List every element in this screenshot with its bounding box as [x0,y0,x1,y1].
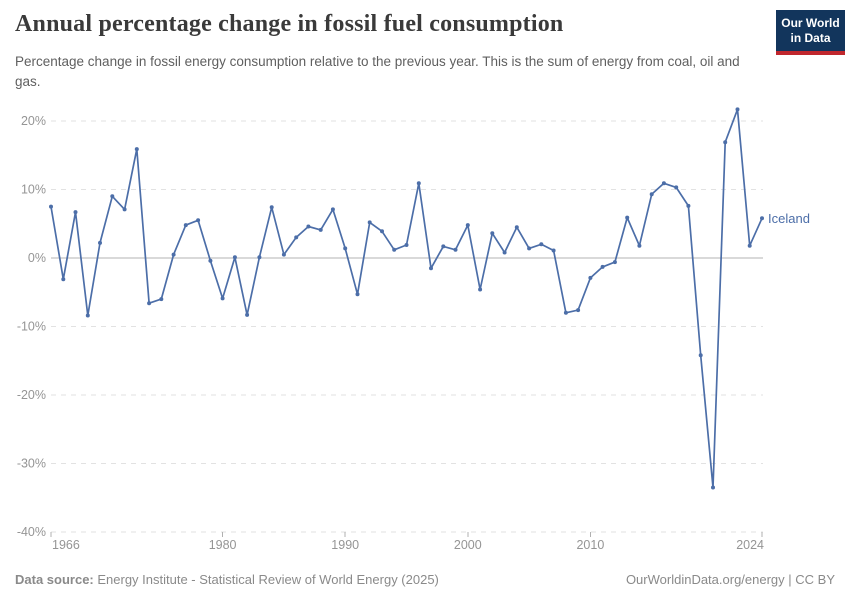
data-point-marker [343,246,348,251]
data-point-marker [465,223,470,228]
data-point-marker [208,258,213,263]
data-point-marker [453,247,458,252]
x-axis-tick-label: 2010 [576,538,604,552]
series-line-iceland [50,108,763,489]
data-source: Data source: Energy Institute - Statisti… [15,572,439,587]
data-point-marker [600,264,605,269]
data-source-text: Energy Institute - Statistical Review of… [93,572,439,587]
data-point-marker [281,252,286,257]
data-point-marker [245,312,250,317]
data-point-marker [735,107,740,112]
data-point-marker [257,255,262,260]
data-point-marker [588,275,593,280]
data-point-marker [122,207,127,212]
data-point-marker [183,223,188,228]
data-point-marker [367,220,372,225]
x-axis-tick-label: 2024 [736,538,764,552]
data-point-marker [429,266,433,271]
data-point-marker [73,210,78,215]
data-point-marker [98,240,102,245]
data-point-marker [612,260,617,265]
data-point-marker [563,310,568,315]
x-axis-tick-label: 1966 [52,538,80,552]
data-point-marker [760,216,764,221]
data-point-marker [416,181,421,186]
x-axis-tick-label: 1980 [209,538,237,552]
data-point-marker [478,287,483,292]
x-axis-tick-label: 2000 [454,538,482,552]
data-point-marker [61,277,66,282]
data-point-marker [196,218,201,223]
data-point-marker [220,296,225,301]
data-point-marker [380,229,384,234]
data-source-label: Data source: [15,572,94,587]
y-axis-tick-label: -10% [17,320,46,334]
data-point-marker [404,243,409,247]
data-point-marker [355,292,360,297]
data-point-marker [110,194,115,199]
owid-logo-line1: Our World [781,16,840,30]
data-point-marker [649,192,654,197]
data-point-marker [85,313,90,318]
y-axis-tick-label: -20% [17,388,46,402]
data-point-marker [269,205,274,210]
data-point-marker [134,147,139,152]
owid-logo: Our World in Data [776,10,845,55]
chart-footer: Data source: Energy Institute - Statisti… [15,572,835,587]
data-point-marker [441,244,446,249]
x-axis-tick-label: 1990 [331,538,359,552]
data-point-marker [294,235,299,240]
data-point-marker [674,185,679,190]
y-axis-tick-label: -30% [17,457,46,471]
y-axis-tick-label: -40% [17,525,46,539]
data-point-marker [318,227,323,232]
data-point-marker [392,247,397,252]
data-point-marker [637,243,642,248]
y-axis-tick-label: 10% [21,183,46,197]
data-point-marker [698,353,703,358]
data-point-marker [232,255,237,260]
y-axis-tick-label: 20% [21,114,46,128]
chart-title: Annual percentage change in fossil fuel … [15,11,564,37]
series-label-iceland: Iceland [768,211,810,226]
data-point-marker [576,308,581,313]
data-point-marker [551,248,556,253]
owid-footer-link[interactable]: OurWorldinData.org/energy | CC BY [625,572,835,587]
data-point-marker [147,301,152,306]
data-point-marker [490,231,495,236]
data-point-marker [625,215,630,220]
y-axis-tick-label: 0% [28,251,46,265]
data-point-marker [711,485,715,490]
data-point-marker [527,246,532,251]
data-point-marker [723,140,728,145]
data-point-marker [330,207,335,212]
data-point-marker [514,225,519,230]
owid-logo-line2: in Data [790,31,831,45]
data-point-marker [49,204,53,209]
chart-subtitle: Percentage change in fossil energy consu… [15,54,740,89]
data-point-marker [159,297,164,302]
data-point-marker [171,252,176,257]
data-point-marker [747,243,752,248]
data-point-marker [306,224,311,229]
data-point-marker [539,242,544,247]
data-point-marker [661,181,666,186]
data-point-marker [502,250,507,255]
data-point-marker [686,203,691,208]
